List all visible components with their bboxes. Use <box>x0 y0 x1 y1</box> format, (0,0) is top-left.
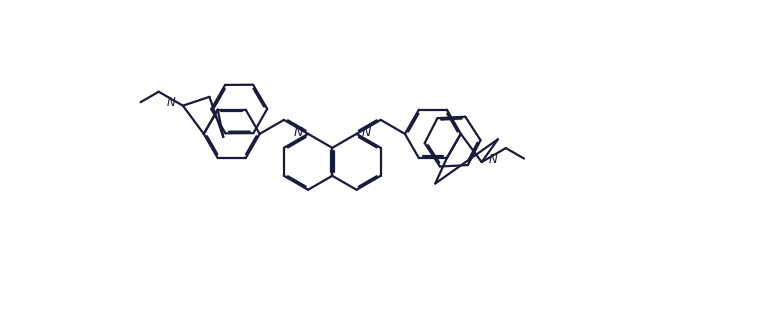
Text: N: N <box>362 126 371 139</box>
Text: N: N <box>166 96 176 109</box>
Text: N: N <box>489 153 498 166</box>
Text: N: N <box>293 126 303 139</box>
